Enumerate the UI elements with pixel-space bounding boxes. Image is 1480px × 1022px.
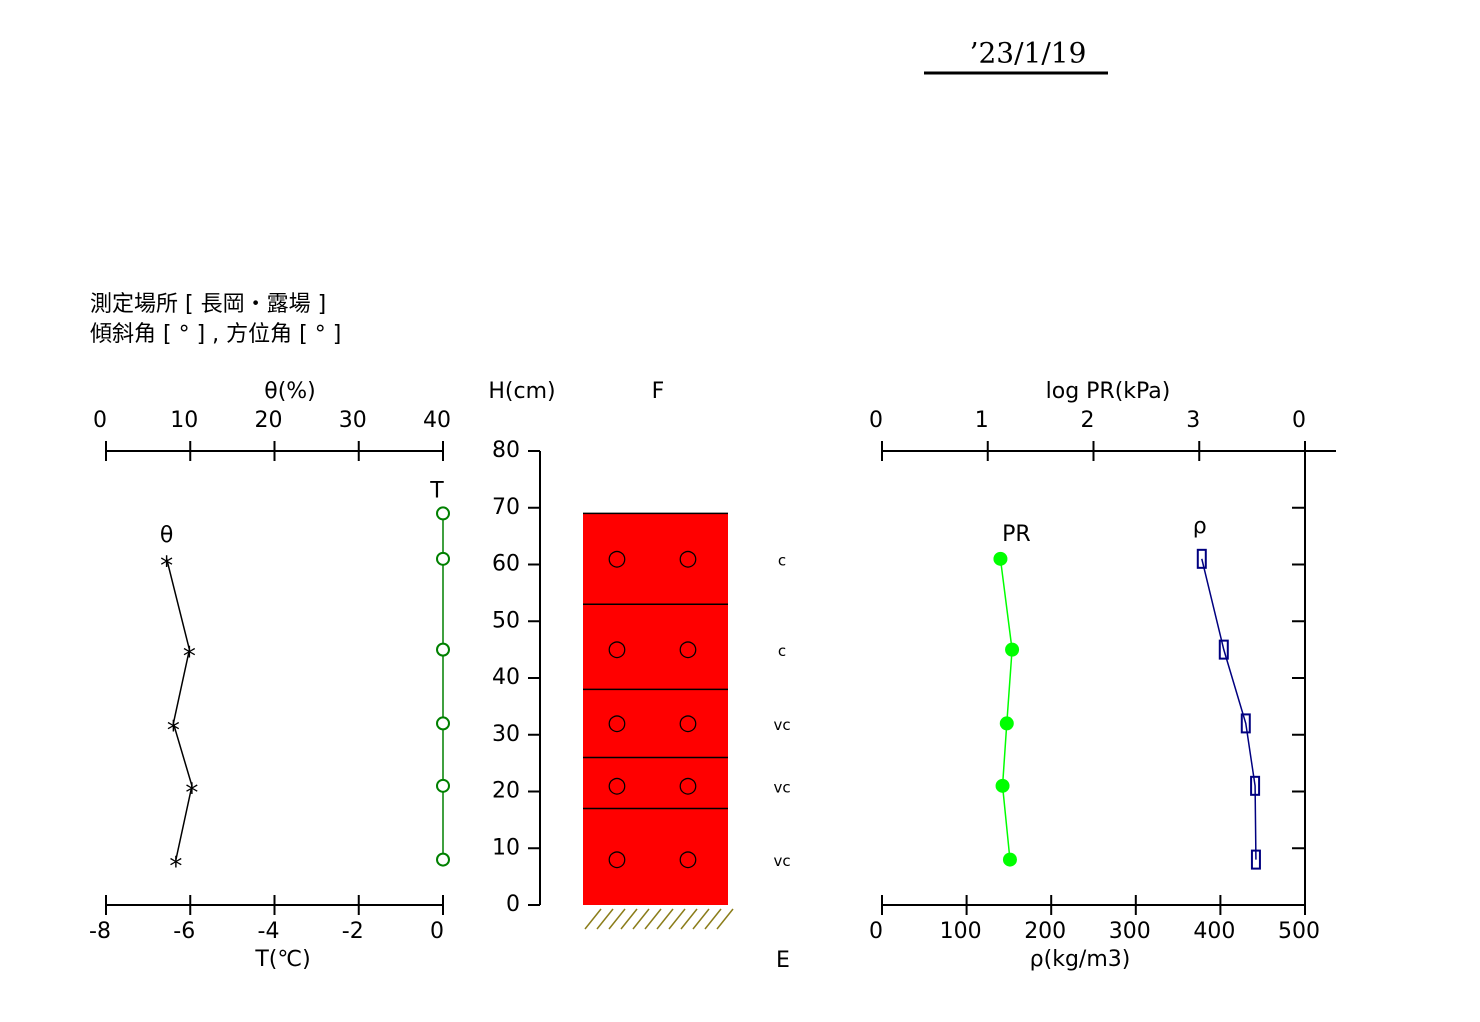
grain-shape: ○ (678, 847, 697, 872)
ground-hatch (632, 908, 650, 930)
top-label: F (652, 379, 665, 404)
wetness: vc (773, 852, 790, 870)
tick-label: 0 (869, 919, 883, 944)
point (993, 551, 1008, 566)
point (1250, 775, 1261, 796)
tick-label: 0 (1292, 408, 1306, 433)
series-line (999, 558, 1013, 860)
tick-label: 0 (869, 408, 883, 433)
wetness: vc (773, 716, 790, 734)
series-label: ρ (1193, 514, 1207, 539)
axis-title: log PR(kPa) (1046, 379, 1171, 404)
point (1005, 642, 1020, 657)
date: ’23/1/19 (970, 37, 1087, 70)
tick-label: -6 (173, 919, 195, 944)
tick-label: 20 (492, 779, 520, 804)
point (436, 852, 450, 867)
point: * (169, 852, 182, 882)
ground-hatch (608, 908, 626, 930)
point (999, 716, 1014, 731)
grain-shape: ○ (678, 710, 697, 735)
axis-title: H(cm) (488, 379, 555, 404)
ground-hatch (620, 908, 638, 930)
point (995, 778, 1010, 793)
point (1218, 639, 1229, 660)
site: 測定場所 [ 長岡・露場 ] (90, 292, 326, 317)
point: * (183, 642, 196, 672)
point (436, 716, 450, 731)
grain-shape: ○ (607, 637, 626, 662)
tick-label: 0 (430, 919, 444, 944)
point: * (160, 551, 173, 581)
wetness: vc (773, 778, 790, 796)
series-label: PR (1002, 522, 1031, 547)
grain-shape: ○ (678, 637, 697, 662)
tick-label: 40 (492, 665, 520, 690)
point (1002, 852, 1017, 867)
tick-label: 30 (492, 722, 520, 747)
point (1196, 548, 1207, 569)
tick-label: -8 (89, 919, 111, 944)
tick-label: 60 (492, 552, 520, 577)
point (436, 642, 450, 657)
wetness: c (778, 551, 786, 569)
series-label: T (429, 478, 444, 503)
grain-shape: ○ (678, 546, 697, 571)
tick-label: 300 (1109, 919, 1151, 944)
tick-label: 70 (492, 495, 520, 520)
ground-hatch (680, 908, 698, 930)
axis-title: ρ(kg/m3) (1030, 947, 1131, 972)
point (1250, 849, 1261, 870)
tick-label: -4 (258, 919, 280, 944)
ground-hatch (716, 908, 734, 930)
ground-hatch (668, 908, 686, 930)
tick-label: 1 (975, 408, 989, 433)
point: * (167, 716, 180, 746)
tick-label: 50 (492, 608, 520, 633)
tick-label: 20 (255, 408, 283, 433)
point (436, 778, 450, 793)
tick-label: 3 (1186, 408, 1200, 433)
tick-label: 100 (940, 919, 982, 944)
tick-label: 0 (93, 408, 107, 433)
tick-label: 10 (170, 408, 198, 433)
ground-hatch (692, 908, 710, 930)
point (436, 506, 450, 521)
ground-hatch (656, 908, 674, 930)
tick-label: 40 (423, 408, 451, 433)
ground-hatch (644, 908, 662, 930)
grain-shape: ○ (678, 773, 697, 798)
tick-label: 80 (492, 438, 520, 463)
tick-label: 2 (1081, 408, 1095, 433)
axis-title: θ(%) (264, 379, 316, 404)
ground-hatch (704, 908, 722, 930)
point: * (185, 778, 198, 808)
tick-label: 400 (1193, 919, 1235, 944)
series-line (165, 558, 193, 860)
snow-column (583, 513, 728, 905)
tick-label: 200 (1024, 919, 1066, 944)
bottom-label: E (776, 948, 790, 973)
tick-label: 0 (506, 892, 520, 917)
tick-label: -2 (342, 919, 364, 944)
axis-title: T(℃) (254, 947, 310, 972)
series-label: θ (160, 523, 173, 548)
grain-shape: ○ (607, 847, 626, 872)
tick-label: 500 (1278, 919, 1320, 944)
slope: 傾斜角 [ ° ] , 方位角 [ ° ] (90, 322, 341, 347)
ground-hatch (584, 908, 602, 930)
grain-shape: ○ (607, 773, 626, 798)
tick-label: 10 (492, 835, 520, 860)
point (1240, 713, 1251, 734)
point (436, 551, 450, 566)
ground-hatch (596, 908, 614, 930)
grain-shape: ○ (607, 710, 626, 735)
tick-label: 30 (339, 408, 367, 433)
series-line (1201, 558, 1257, 860)
grain-shape: ○ (607, 546, 626, 571)
wetness: c (778, 642, 786, 660)
